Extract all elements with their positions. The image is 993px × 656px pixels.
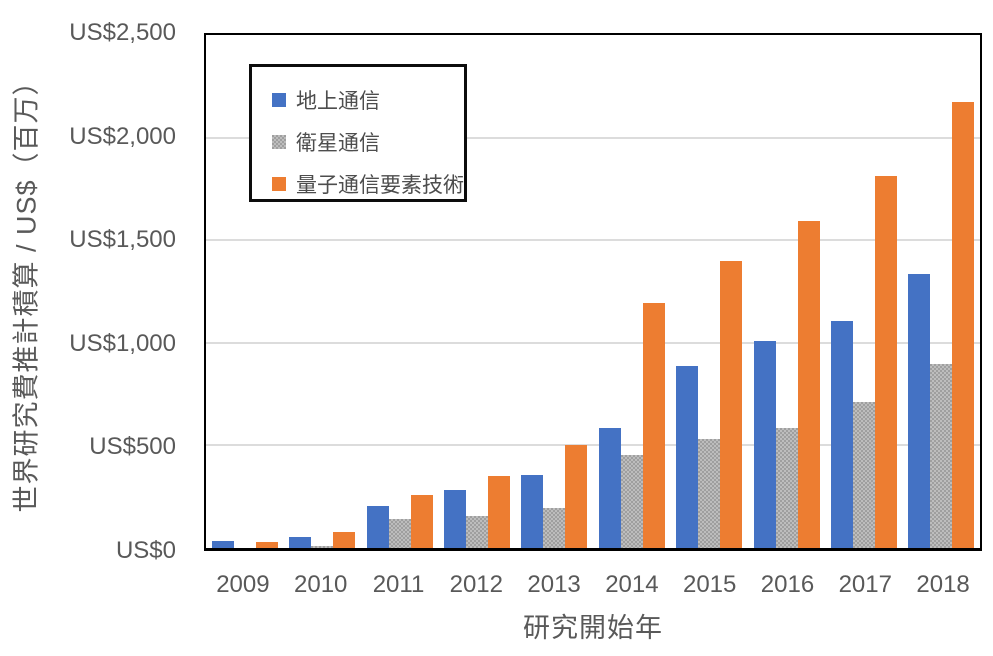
- legend-swatch-terrestrial: [272, 93, 286, 107]
- bar-2017-terrestrial: [830, 321, 853, 548]
- bar-2018-quantum: [952, 101, 975, 548]
- x-axis-tick-labels: 2009 2010 2011 2012 2013 2014 2015 2016 2017 2018: [204, 570, 982, 600]
- legend-label-quantum: 量子通信要素技術: [296, 174, 464, 197]
- bar-group-2018: [903, 35, 980, 548]
- x-tick-label-2010: 2010: [294, 571, 348, 598]
- legend-swatch-quantum: [272, 177, 286, 191]
- legend-item-terrestrial: 地上通信: [272, 79, 464, 121]
- legend: 地上通信 衛星通信 量子通信要素技術: [249, 64, 467, 202]
- x-axis-title: 研究開始年: [523, 613, 663, 643]
- bar-group-2010: [283, 35, 360, 548]
- bar-group-2014: [593, 35, 670, 548]
- bar-2013-satellite: [543, 508, 566, 548]
- bar-2016-quantum: [797, 220, 820, 548]
- bar-groups: [206, 35, 980, 548]
- y-tick-label: US$500: [89, 433, 176, 461]
- bar-group-2016: [748, 35, 825, 548]
- x-tick-label-2018: 2018: [916, 571, 970, 598]
- bar-group-2015: [670, 35, 747, 548]
- bar-2010-satellite: [311, 545, 334, 548]
- bar-2017-quantum: [874, 175, 897, 548]
- gridline: [206, 136, 980, 139]
- bar-2011-terrestrial: [366, 505, 389, 548]
- x-tick-label-2009: 2009: [216, 571, 270, 598]
- x-tick-label-2016: 2016: [760, 571, 815, 598]
- bar-2012-satellite: [465, 516, 488, 548]
- bar-2014-terrestrial: [598, 427, 621, 548]
- bar-2010-quantum: [333, 531, 356, 548]
- bar-2014-quantum: [642, 302, 665, 548]
- bar-2012-terrestrial: [443, 489, 466, 548]
- bar-group-2011: [361, 35, 438, 548]
- y-tick-label: US$2,000: [69, 122, 176, 150]
- gridline: [206, 239, 980, 242]
- y-tick-label: US$2,500: [69, 19, 176, 46]
- gridline: [206, 444, 980, 447]
- y-tick-label: US$1,000: [69, 329, 176, 357]
- x-tick-label-2011: 2011: [372, 571, 425, 598]
- bar-2018-terrestrial: [908, 274, 931, 548]
- bar-2015-satellite: [698, 439, 721, 548]
- x-tick-label-2014: 2014: [605, 571, 659, 598]
- bar-2010-terrestrial: [289, 536, 312, 548]
- bar-2013-terrestrial: [521, 475, 544, 548]
- x-tick-label-2017: 2017: [838, 571, 892, 598]
- bar-2015-quantum: [720, 260, 743, 548]
- bar-2011-quantum: [410, 494, 433, 548]
- bar-group-2012: [438, 35, 515, 548]
- bar-2016-terrestrial: [753, 340, 776, 548]
- bar-2009-quantum: [255, 541, 278, 548]
- bar-group-2009: [206, 35, 283, 548]
- legend-item-satellite: 衛星通信: [272, 121, 464, 163]
- x-tick-label-2013: 2013: [527, 571, 581, 598]
- bar-2013-quantum: [565, 445, 588, 548]
- legend-label-terrestrial: 地上通信: [296, 90, 380, 113]
- bar-2016-satellite: [775, 427, 798, 548]
- y-tick-label: US$0: [115, 537, 176, 564]
- legend-item-quantum: 量子通信要素技術: [272, 163, 464, 205]
- legend-swatch-satellite: [272, 135, 286, 149]
- x-tick-label-2012: 2012: [449, 571, 503, 598]
- bar-2012-quantum: [487, 476, 510, 548]
- bar-2014-satellite: [620, 454, 643, 548]
- bar-2011-satellite: [388, 519, 411, 548]
- y-tick-label: US$1,500: [69, 226, 176, 254]
- bar-group-2017: [825, 35, 902, 548]
- gridline: [206, 341, 980, 344]
- x-tick-label-2015: 2015: [682, 571, 737, 598]
- bar-2017-satellite: [852, 402, 875, 548]
- bar-group-2013: [516, 35, 593, 548]
- bar-2018-satellite: [930, 364, 953, 548]
- bar-2009-terrestrial: [211, 540, 234, 548]
- bar-2015-terrestrial: [676, 366, 699, 548]
- legend-label-satellite: 衛星通信: [296, 132, 380, 155]
